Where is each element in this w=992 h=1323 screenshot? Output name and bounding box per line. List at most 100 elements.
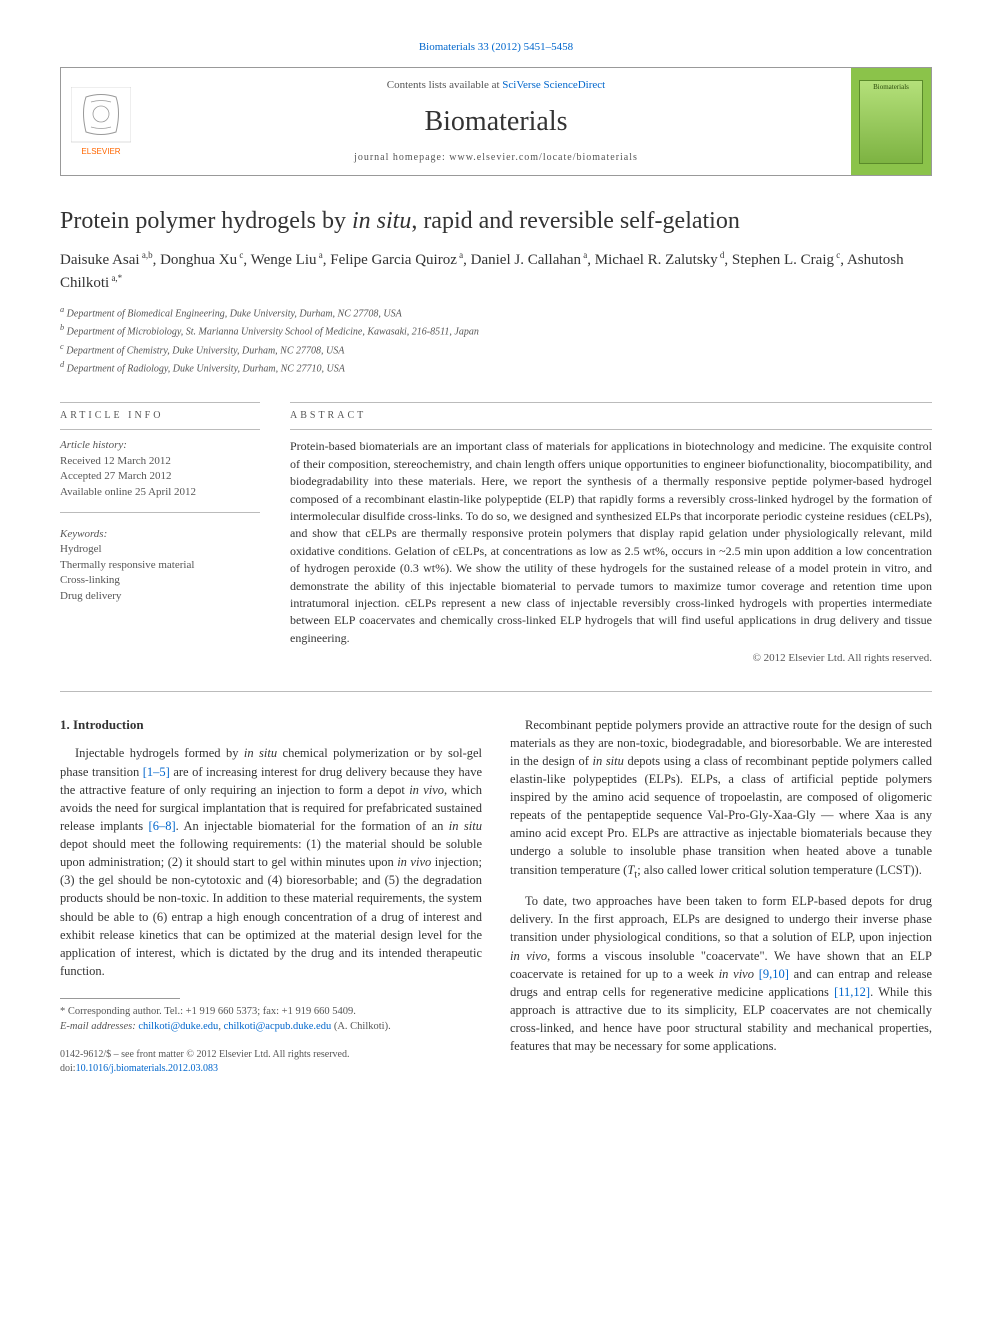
intro-para-2: Recombinant peptide polymers provide an … <box>510 716 932 883</box>
article-info-label: ARTICLE INFO <box>60 409 260 423</box>
citation-line: Biomaterials 33 (2012) 5451–5458 <box>60 40 932 55</box>
affiliation-line: a Department of Biomedical Engineering, … <box>60 304 932 321</box>
p3-a: To date, two approaches have been taken … <box>510 894 932 944</box>
journal-cover-icon: Biomaterials <box>859 80 923 164</box>
info-rule-kw <box>60 512 260 513</box>
author-affil-sup: a <box>581 250 587 260</box>
author-name: Michael R. Zalutsky <box>595 252 718 268</box>
author-affil-sup: a,* <box>109 273 122 283</box>
p1-e: . An injectable biomaterial for the form… <box>176 819 449 833</box>
author-affil-sup: d <box>718 250 725 260</box>
email-suffix: (A. Chilkoti). <box>331 1021 391 1032</box>
abstract-copyright: © 2012 Elsevier Ltd. All rights reserved… <box>290 651 932 666</box>
front-matter: 0142-9612/$ – see front matter © 2012 El… <box>60 1048 482 1076</box>
keywords-block: Keywords: HydrogelThermally responsive m… <box>60 527 260 604</box>
p1-it1: in situ <box>244 746 277 760</box>
journal-homepage: journal homepage: www.elsevier.com/locat… <box>151 151 841 165</box>
author-name: Daisuke Asai <box>60 252 140 268</box>
ref-9-10[interactable]: [9,10] <box>759 967 789 981</box>
abstract-col: ABSTRACT Protein-based biomaterials are … <box>290 396 932 666</box>
history-label: Article history: <box>60 438 260 453</box>
ref-6-8[interactable]: [6–8] <box>149 819 176 833</box>
email-1[interactable]: chilkoti@duke.edu <box>138 1021 218 1032</box>
p1-a: Injectable hydrogels formed by <box>75 746 244 760</box>
author-affil-sup: a,b <box>140 250 153 260</box>
journal-cover-box: Biomaterials <box>851 68 931 175</box>
affil-sup: c <box>60 342 64 351</box>
history-accepted: Accepted 27 March 2012 <box>60 469 260 484</box>
email-2[interactable]: chilkoti@acpub.duke.edu <box>224 1021 332 1032</box>
ref-11-12[interactable]: [11,12] <box>834 985 870 999</box>
info-rule-mid <box>60 429 260 430</box>
contents-prefix: Contents lists available at <box>387 79 502 91</box>
citation-link[interactable]: Biomaterials 33 (2012) 5451–5458 <box>419 41 573 53</box>
affiliation-line: b Department of Microbiology, St. Marian… <box>60 322 932 339</box>
author-affil-sup: a <box>457 250 463 260</box>
doi-link[interactable]: 10.1016/j.biomaterials.2012.03.083 <box>76 1063 219 1074</box>
affil-sup: a <box>60 305 64 314</box>
p3-it2: in vivo <box>719 967 754 981</box>
section-1-heading: 1. Introduction <box>60 716 482 735</box>
keywords-label: Keywords: <box>60 527 260 542</box>
footnote-rule <box>60 998 180 999</box>
sciencedirect-link[interactable]: SciVerse ScienceDirect <box>502 79 605 91</box>
body-columns: 1. Introduction Injectable hydrogels for… <box>60 716 932 1077</box>
author-name: Stephen L. Craig <box>732 252 834 268</box>
corresponding-author: * Corresponding author. Tel.: +1 919 660… <box>60 1005 482 1020</box>
svg-text:ELSEVIER: ELSEVIER <box>81 147 120 156</box>
article-info-col: ARTICLE INFO Article history: Received 1… <box>60 396 260 666</box>
abstract-rule-top <box>290 402 932 403</box>
article-title: Protein polymer hydrogels by in situ, ra… <box>60 206 932 237</box>
intro-para-3: To date, two approaches have been taken … <box>510 892 932 1055</box>
info-rule-top <box>60 402 260 403</box>
author-name: Felipe Garcia Quiroz <box>330 252 457 268</box>
author-name: Donghua Xu <box>160 252 237 268</box>
history-received: Received 12 March 2012 <box>60 454 260 469</box>
p1-g: injection; (3) the gel should be non-cyt… <box>60 855 482 978</box>
p1-it3: in situ <box>449 819 482 833</box>
doi-line: doi:10.1016/j.biomaterials.2012.03.083 <box>60 1062 482 1076</box>
p3-it1: in vivo <box>510 949 547 963</box>
publisher-logo-box: ELSEVIER <box>61 68 141 175</box>
keyword-item: Cross-linking <box>60 573 260 588</box>
author-affil-sup: a <box>317 250 323 260</box>
p1-it4: in vivo <box>397 855 431 869</box>
email-line: E-mail addresses: chilkoti@duke.edu, chi… <box>60 1020 482 1035</box>
article-history: Article history: Received 12 March 2012 … <box>60 438 260 500</box>
title-italic: in situ <box>352 208 411 234</box>
title-pre: Protein polymer hydrogels by <box>60 208 352 234</box>
footnotes: * Corresponding author. Tel.: +1 919 660… <box>60 1005 482 1034</box>
journal-header-center: Contents lists available at SciVerse Sci… <box>141 68 851 175</box>
keyword-item: Hydrogel <box>60 542 260 557</box>
doi-label: doi: <box>60 1063 76 1074</box>
author-name: Daniel J. Callahan <box>471 252 581 268</box>
author-affil-sup: c <box>237 250 243 260</box>
abstract-rule-mid <box>290 429 932 430</box>
intro-para-1: Injectable hydrogels formed by in situ c… <box>60 744 482 980</box>
title-post: , rapid and reversible self-gelation <box>411 208 740 234</box>
full-rule <box>60 691 932 692</box>
abstract-text: Protein-based biomaterials are an import… <box>290 438 932 647</box>
history-online: Available online 25 April 2012 <box>60 485 260 500</box>
p1-it2: in vivo <box>409 783 444 797</box>
p2-c: ; also called lower critical solution te… <box>637 863 922 877</box>
front-matter-line1: 0142-9612/$ – see front matter © 2012 El… <box>60 1048 482 1062</box>
keywords-list: HydrogelThermally responsive materialCro… <box>60 542 260 604</box>
keyword-item: Thermally responsive material <box>60 558 260 573</box>
p2-b: depots using a class of recombinant pept… <box>510 754 932 877</box>
elsevier-logo-icon: ELSEVIER <box>71 87 131 157</box>
affiliation-line: c Department of Chemistry, Duke Universi… <box>60 341 932 358</box>
author-affil-sup: c <box>834 250 840 260</box>
affil-sup: d <box>60 360 64 369</box>
p2-it1: in situ <box>592 754 623 768</box>
affil-sup: b <box>60 323 64 332</box>
affiliation-line: d Department of Radiology, Duke Universi… <box>60 359 932 376</box>
authors-line: Daisuke Asai a,b, Donghua Xu c, Wenge Li… <box>60 249 932 294</box>
ref-1-5[interactable]: [1–5] <box>143 765 170 779</box>
contents-line: Contents lists available at SciVerse Sci… <box>151 78 841 93</box>
keyword-item: Drug delivery <box>60 589 260 604</box>
journal-name: Biomaterials <box>151 102 841 141</box>
email-label: E-mail addresses: <box>60 1021 138 1032</box>
affiliations: a Department of Biomedical Engineering, … <box>60 304 932 376</box>
abstract-label: ABSTRACT <box>290 409 932 423</box>
